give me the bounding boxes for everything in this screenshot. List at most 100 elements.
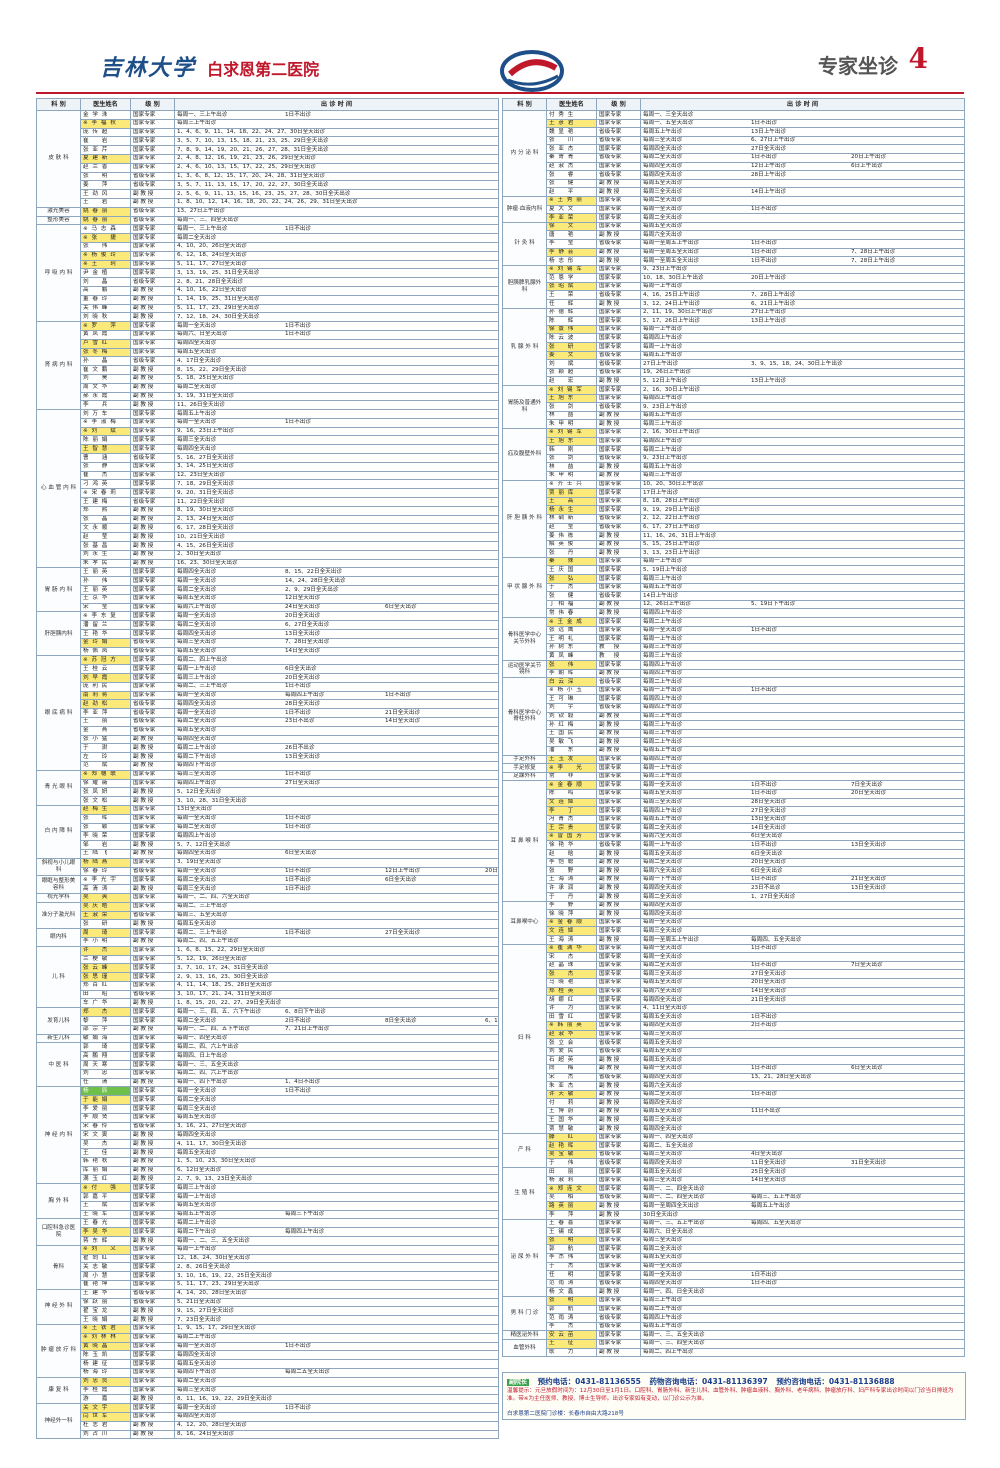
schedule-times: 8、11、16、19、22、29日全天出诊 xyxy=(174,1394,499,1405)
doctor-name: 耿 力 xyxy=(546,1347,597,1358)
schedule-time-entry: 每周三上午出诊 xyxy=(643,644,683,651)
department-cell: 精医泌外科 xyxy=(502,1330,547,1340)
doctor-name: 田 丽 xyxy=(546,1167,597,1177)
schedule-times: 9、16、23日上午出诊 xyxy=(174,426,499,437)
doctor-name: 郑 桂 英 xyxy=(546,986,597,997)
schedule-times: 每周一全天出诊 xyxy=(640,1261,965,1272)
doctor-level: 国家专家 xyxy=(130,1253,175,1264)
schedule-time-entry: 每周五全天出诊 xyxy=(177,1114,217,1121)
schedule-time-entry: 每周一、三、五全天出诊 xyxy=(643,1331,705,1338)
schedule-time-entry: 2日不出诊 xyxy=(751,1022,777,1029)
schedule-row: 赵 兰 香国家专家 2、4、6、10、13、15、17、22、25、29日全天出诊 xyxy=(37,162,499,173)
doctor-name: 张 远 鹰 xyxy=(546,625,597,636)
schedule-times: 13、27日上午出诊 xyxy=(174,206,499,217)
doctor-level: 国家专家 xyxy=(596,754,641,765)
doctor-name: 朱 孝 民 xyxy=(80,558,131,569)
department-cell: 乳 腺 外 科 xyxy=(502,307,547,387)
schedule-time-entry: 12日全天出诊 xyxy=(285,595,321,602)
doctor-level: 国家专家 xyxy=(130,268,175,279)
doctor-level: 副 教 授 xyxy=(596,1106,641,1117)
schedule-time-entry: 11日不出诊 xyxy=(751,1108,781,1115)
schedule-time-entry: 每周二全天出诊 xyxy=(643,893,683,900)
schedule-time-entry: 7、28日上午出诊 xyxy=(851,249,896,255)
schedule-time-entry: 1日不出诊 xyxy=(751,154,777,161)
schedule-time-entry: 每周四上午出诊 xyxy=(177,780,217,787)
schedule-times: 每周二全天出诊 6、27日全天出诊 xyxy=(174,620,499,631)
doctor-name: 潘 留 兰 xyxy=(80,620,131,631)
schedule-times: 每周一至周四全天出诊 每周五上午出诊 xyxy=(640,1201,965,1211)
schedule-times: 5、12日上午出诊 13日上午出诊 xyxy=(640,376,965,386)
schedule-row: 张 健副 教 授每周五全天出诊 xyxy=(503,178,965,189)
schedule-row: 田 昭省级专家 3、10、17、21、24、31日全天出诊 xyxy=(37,989,499,1000)
page-header: 吉林大学 白求恩第二医院 专家坐诊 4 xyxy=(36,40,964,92)
schedule-row: 庞 利 民国家专家 每周二、三上午出诊 1日不出诊 xyxy=(37,681,499,692)
schedule-row: 视光学科吴 爽国家专家 每周一、二、四、六全天出诊 xyxy=(36,892,499,903)
doctor-name: 张 小 猛 xyxy=(80,734,131,745)
doctor-level: 副 教 授 xyxy=(130,558,175,569)
doctor-name: 张 晶 xyxy=(80,514,131,525)
schedule-row: ※ 杨 小 玉国家专家 每周一上午出诊 1日不出诊 xyxy=(503,685,965,696)
schedule-times: 17日上午出诊 xyxy=(640,488,965,498)
schedule-times: 1、3、6、8、12、15、17、20、24、28、31日全天出诊 xyxy=(174,171,499,182)
doctor-level: 副 教 授 xyxy=(596,900,641,911)
schedule-time-entry: 每周二上午出诊 xyxy=(643,446,683,453)
schedule-time-entry: 每周一全天出诊 xyxy=(177,612,217,619)
schedule-time-entry: 2、8、26日全天出诊 xyxy=(177,1263,231,1270)
schedule-row: 邹 岩副 教 授 5、7、12日全天出诊 xyxy=(37,840,499,850)
doctor-name: 李 晓 荣 xyxy=(80,831,131,842)
schedule-time-entry: 每周五上午出诊 xyxy=(177,1211,217,1218)
schedule-time-entry: 每周一全天出诊 xyxy=(643,1271,683,1278)
doctor-name: 周 小 慧 xyxy=(80,1271,131,1281)
schedule-row: 许 承 润副 教 授每周四全天出诊 23日不出诊 13日全天出诊 xyxy=(503,883,965,894)
schedule-time-entry: 每周四上午出诊 xyxy=(643,661,683,668)
doctor-name: 张 凤 妍 xyxy=(80,787,131,798)
schedule-time-entry: 20日全天出诊 xyxy=(285,612,321,619)
phone-medicine[interactable]: 药物咨询电话：0431-81136397 xyxy=(649,1377,768,1386)
doctor-level: 国家专家 xyxy=(596,823,641,833)
doctor-name: ※ 罗 萍 xyxy=(80,321,131,331)
doctor-level: 副 教 授 xyxy=(130,505,175,516)
doctor-level: 副 教 授 xyxy=(596,419,641,429)
schedule-time-entry: 2、9、13、16、23、30日全天出诊 xyxy=(177,973,269,980)
schedule-time-entry: 6、21日上午出诊 xyxy=(751,300,796,307)
schedule-time-entry: 每周一、二、四全天出诊 xyxy=(643,1194,705,1201)
schedule-times: 5、15、25日上午出诊 xyxy=(640,539,965,550)
schedule-time-entry: 每周三、五全天出诊 xyxy=(177,912,228,919)
schedule-times: 每周一上午出诊 xyxy=(640,634,965,644)
doctor-name: ※ 金 春 顺 xyxy=(546,917,597,928)
doctor-name: 丁 相 福 xyxy=(546,599,597,610)
schedule-times: 每周三全天出诊 xyxy=(174,435,499,446)
schedule-row: 崔 文 鹏副 教 授 8、15、22、29日全天出诊 xyxy=(37,365,499,375)
schedule-times: 每周二上午出诊 xyxy=(640,445,965,455)
doctor-level: 国家专家 xyxy=(130,822,175,833)
doctor-name: 于 杰 xyxy=(546,582,597,593)
doctor-name: 高 鹏 xyxy=(80,285,131,296)
doctor-name: 秦 寄 青 xyxy=(546,152,597,163)
schedule-row: 崔 杰国家专家 12、23日全天出诊 xyxy=(37,470,499,481)
doctor-name: 刘 斌 xyxy=(546,359,597,369)
doctor-level: 国家专家 xyxy=(596,926,641,936)
schedule-row: 孙 红 梅副 教 授每周三上午出诊 xyxy=(503,720,965,730)
doctor-name: 解 英 俊 xyxy=(546,539,597,550)
doctor-name: 唐 艳 xyxy=(546,230,597,240)
phone-consult[interactable]: 预约咨询电话：0431-81136888 xyxy=(776,1377,895,1386)
schedule-times: 2、4、8、12、16、19、21、23、26、29日全天出诊 xyxy=(174,153,499,164)
doctor-name: ※ 李 光 xyxy=(546,763,597,773)
schedule-time-entry: 每周二五全天出诊 xyxy=(285,1369,330,1376)
doctor-level: 国家专家 xyxy=(596,505,641,515)
doctor-level: 副 教 授 xyxy=(596,668,641,679)
doctor-name: 吴 敏 飞 xyxy=(546,737,597,747)
schedule-times: 每周六全天出诊 xyxy=(640,1081,965,1091)
doctor-name: 路 英 丽 xyxy=(546,1201,597,1211)
schedule-row: 赵 淑 华国家专家 每周三全天出诊 xyxy=(503,1029,965,1040)
doctor-level: 国家专家 xyxy=(130,804,175,815)
schedule-times: 每周三、五全天出诊 xyxy=(174,910,499,921)
doctor-name: 许 天 敏 xyxy=(546,1089,597,1100)
schedule-row: 准分子激光科吴 庆 皓国家专家 每周二、三上午出诊 xyxy=(36,901,499,930)
schedule-times: 每周二全天出诊 1日不出诊 20日上午出诊 xyxy=(640,152,965,163)
schedule-time-entry: 26日不出诊 xyxy=(285,744,315,751)
phone-appointment[interactable]: 预约电话：0431-81136555 xyxy=(537,1377,641,1386)
doctor-name: 夏 建 新 xyxy=(80,153,131,164)
doctor-level: 省级专家 xyxy=(596,402,641,412)
schedule-row: 李 丁国家专家 每周四上午出诊 27日全天出诊 xyxy=(503,806,965,816)
